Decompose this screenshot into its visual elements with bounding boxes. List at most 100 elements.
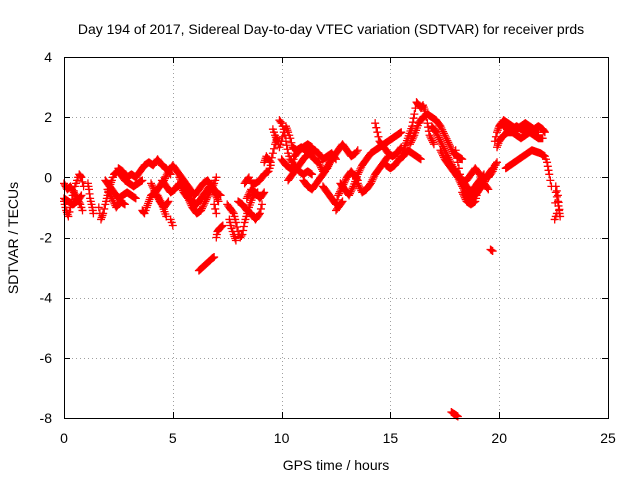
data-point <box>453 412 462 421</box>
data-point <box>231 234 240 243</box>
data-point <box>105 188 114 197</box>
y-tick-label: 0 <box>44 169 52 185</box>
data-point <box>552 209 561 218</box>
data-point <box>106 190 115 199</box>
data-point <box>333 195 342 204</box>
data-point <box>441 133 450 142</box>
plot-frame <box>64 57 609 419</box>
data-point <box>416 155 425 164</box>
data-point <box>316 161 325 170</box>
data-point <box>100 204 109 213</box>
data-point <box>335 189 344 198</box>
data-point <box>120 200 129 209</box>
data-point <box>374 132 383 141</box>
data-point <box>267 153 276 162</box>
data-point <box>260 188 269 197</box>
data-point <box>347 185 356 194</box>
data-point <box>218 222 227 231</box>
data-point <box>212 193 221 202</box>
data-point <box>287 138 296 147</box>
data-point <box>321 167 330 176</box>
data-point <box>419 101 428 110</box>
data-point <box>355 182 364 191</box>
y-tick-label: -6 <box>40 350 53 366</box>
data-point <box>444 138 453 147</box>
data-point <box>239 222 248 231</box>
data-point <box>75 171 84 180</box>
data-point <box>353 179 362 188</box>
data-point <box>459 190 468 199</box>
data-point <box>438 140 447 149</box>
data-point <box>242 194 251 203</box>
data-point <box>139 208 148 217</box>
data-point <box>432 128 441 137</box>
y-tick-labels: -8 -6 -4 -2 0 2 4 <box>40 49 53 426</box>
data-point <box>429 138 438 147</box>
data-point <box>543 162 552 171</box>
data-point <box>432 130 441 139</box>
data-point <box>268 149 277 158</box>
data-point <box>77 191 86 200</box>
data-point <box>437 123 446 132</box>
data-point <box>438 125 447 134</box>
data-point <box>97 213 106 222</box>
data-point <box>473 188 482 197</box>
data-point <box>308 170 317 179</box>
data-point <box>154 193 163 202</box>
data-point <box>322 163 331 172</box>
data-point <box>217 222 226 231</box>
data-point <box>98 211 107 220</box>
data-point <box>282 141 291 150</box>
data-point <box>345 189 354 198</box>
data-point <box>453 154 462 163</box>
data-point <box>147 179 156 188</box>
data-point <box>419 103 428 112</box>
data-point <box>352 147 361 156</box>
data-point <box>487 246 496 255</box>
data-point <box>150 186 159 195</box>
data-point <box>490 163 499 172</box>
data-point <box>425 131 434 140</box>
data-point <box>65 207 74 216</box>
data-point <box>483 184 492 193</box>
y-tick-label: -2 <box>40 230 53 246</box>
data-point <box>493 143 502 152</box>
data-point <box>197 206 206 215</box>
data-point <box>64 212 73 221</box>
data-point <box>321 165 330 174</box>
y-tick-label: 2 <box>44 109 52 125</box>
y-tick-label: 4 <box>44 49 52 65</box>
data-point <box>184 190 193 199</box>
data-point <box>239 226 248 235</box>
data-point <box>184 188 193 197</box>
data-point <box>77 173 86 182</box>
data-point <box>409 133 418 142</box>
data-point <box>544 166 553 175</box>
data-point <box>161 172 170 181</box>
data-point <box>94 203 103 212</box>
data-point <box>279 125 288 134</box>
data-point <box>157 198 166 207</box>
data-point <box>259 189 268 198</box>
data-point <box>453 158 462 167</box>
data-point <box>107 192 116 201</box>
data-point <box>371 119 380 128</box>
data-point <box>355 166 364 175</box>
data-point <box>451 146 460 155</box>
data-point <box>346 187 355 196</box>
data-point <box>244 174 253 183</box>
data-point <box>199 201 208 210</box>
data-point <box>367 177 376 186</box>
x-tick-label: 15 <box>383 430 399 446</box>
chart-title: Day 194 of 2017, Sidereal Day-to-day VTE… <box>78 21 584 37</box>
data-point <box>229 230 238 239</box>
data-point <box>534 128 543 137</box>
data-point <box>446 142 455 151</box>
x-tick-label: 20 <box>491 430 507 446</box>
x-tick-label: 0 <box>60 430 68 446</box>
data-point <box>446 143 455 152</box>
data-point <box>197 204 206 213</box>
data-point <box>334 191 343 200</box>
data-point <box>176 175 185 184</box>
